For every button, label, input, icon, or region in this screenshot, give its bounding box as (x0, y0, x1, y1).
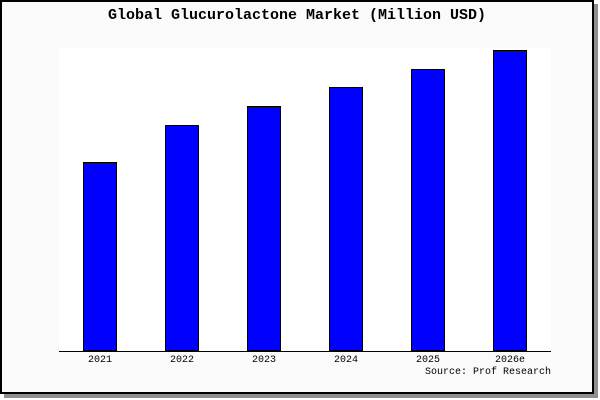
x-axis-labels: 2021 2022 2023 2024 2025 2026e (59, 355, 551, 367)
x-tick-label: 2024 (333, 355, 358, 366)
bar-slot (223, 48, 305, 351)
x-tick-label: 2023 (251, 355, 276, 366)
bar-2021 (83, 162, 117, 351)
bars-row (59, 48, 551, 351)
bar-2022 (165, 125, 199, 351)
bar-slot (469, 48, 551, 351)
plot-area (59, 48, 551, 352)
bar-2026e (493, 50, 527, 351)
x-tick-label: 2021 (87, 355, 112, 366)
bar-2025 (411, 69, 445, 351)
x-tick-label: 2022 (169, 355, 194, 366)
chart-title: Global Glucurolactone Market (Million US… (107, 7, 487, 24)
bar-slot (59, 48, 141, 351)
x-tick-label: 2026e (494, 355, 525, 366)
bar-2024 (329, 87, 363, 351)
bar-2023 (247, 106, 281, 351)
bar-slot (305, 48, 387, 351)
bar-slot (141, 48, 223, 351)
source-credit: Source: Prof Research (424, 367, 551, 378)
x-tick-label: 2025 (415, 355, 440, 366)
chart-frame: Global Glucurolactone Market (Million US… (0, 0, 594, 394)
bar-slot (387, 48, 469, 351)
